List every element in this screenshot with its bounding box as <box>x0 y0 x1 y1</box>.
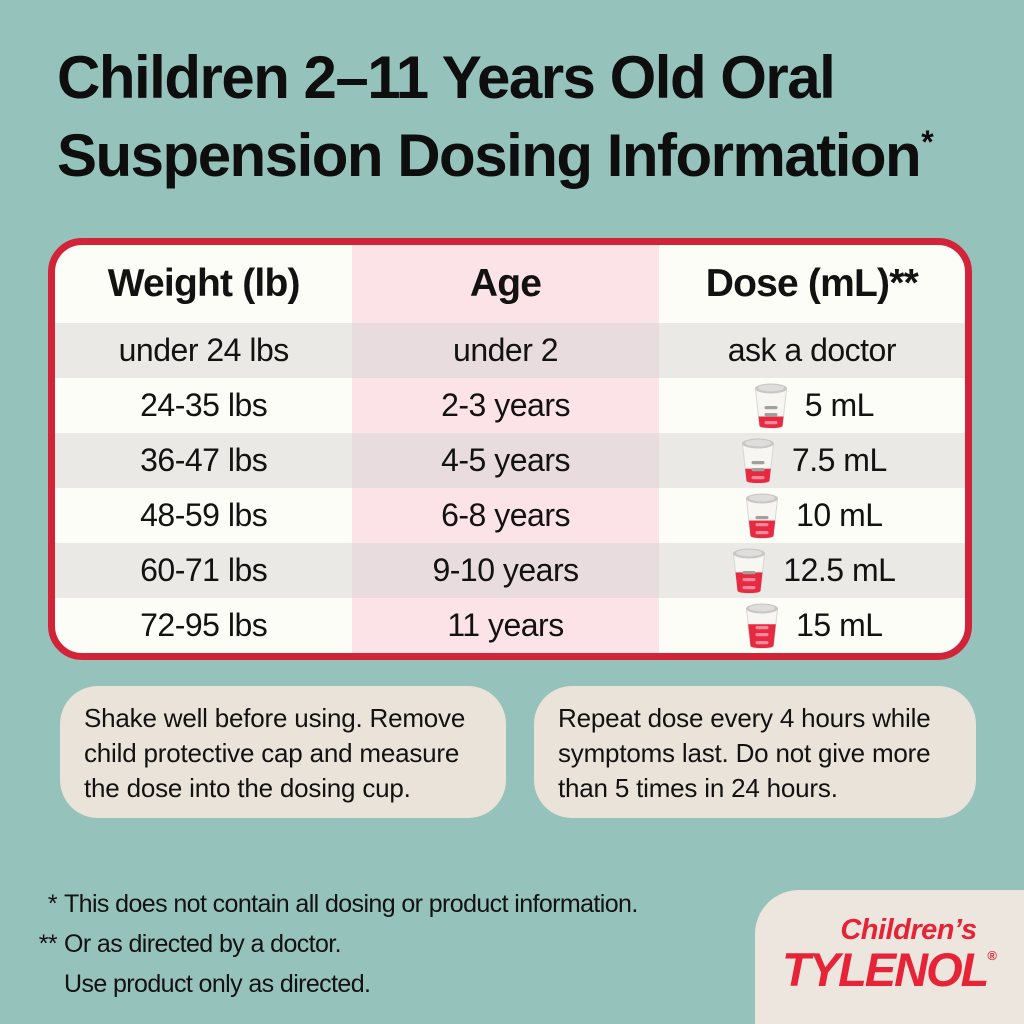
age-cell: under 2 <box>352 323 659 378</box>
age-cell: 9-10 years <box>352 543 659 598</box>
age-cell: 4-5 years <box>352 433 659 488</box>
dosing-cup-icon <box>728 545 770 597</box>
dose-value: ask a doctor <box>727 332 897 368</box>
footnote-text: Use product only as directed. <box>64 970 371 998</box>
footnote-row: * This does not contain all dosing or pr… <box>20 884 720 924</box>
dose-cell: 7.5 mL <box>658 433 965 488</box>
registered-trademark-icon: ® <box>987 948 997 963</box>
info-box-shake: Shake well before using. Remove child pr… <box>60 686 506 818</box>
weight-cell: 24-35 lbs <box>140 387 268 423</box>
logo-tylenol-wordmark: TYLENOL <box>782 943 989 996</box>
weight-cell: 60-71 lbs <box>55 543 353 598</box>
footnote-row: Use product only as directed. <box>20 964 720 1004</box>
logo-childrens-text: Children’s <box>840 914 977 946</box>
table-row: 36-47 lbs 4-5 years 7.5 mL <box>55 433 965 488</box>
dosing-cup-icon <box>737 435 779 487</box>
age-cell: 11 years <box>352 598 659 653</box>
table-row: 60-71 lbs 9-10 years 12.5 mL <box>55 543 965 598</box>
footnote-marker: * <box>47 890 58 918</box>
dose-cell: ask a doctor <box>658 323 965 378</box>
dose-cell: 10 mL <box>659 488 965 543</box>
footnote-marker <box>20 964 64 1004</box>
footnotes: * This does not contain all dosing or pr… <box>20 884 720 1004</box>
page-title: Children 2–11 Years Old Oral Suspension … <box>57 44 997 189</box>
table-body: under 24 lbs under 2 ask a doctor 24-35 lbs… <box>55 323 965 653</box>
table-row: under 24 lbs under 2 ask a doctor <box>55 323 965 378</box>
footnote-text: This does not contain all dosing or prod… <box>64 890 638 918</box>
table-row: 48-59 lbs 6-8 years 10 mL <box>55 488 965 543</box>
weight-cell: 72-95 lbs <box>140 607 268 643</box>
weight-cell: under 24 lbs <box>55 323 353 378</box>
dosing-cup-icon <box>741 490 783 542</box>
title-line1: Children 2–11 Years Old Oral <box>57 44 836 111</box>
col-header-weight: Weight (lb) <box>107 262 301 305</box>
table-row: 24-35 lbs 2-3 years 5 mL <box>55 378 965 433</box>
footnote-text: Or as directed by a doctor. <box>64 930 342 958</box>
col-header-dose: Dose (mL)** <box>705 262 919 305</box>
dose-cell: 15 mL <box>659 598 965 653</box>
weight-cell: 36-47 lbs <box>55 433 353 488</box>
age-cell: 2-3 years <box>352 378 659 433</box>
footnote-row: ** Or as directed by a doctor. <box>20 924 720 964</box>
footnote-marker: ** <box>38 930 58 958</box>
dosing-cup-icon <box>741 600 783 652</box>
dose-value: 15 mL <box>796 607 883 643</box>
logo-tylenol-text: TYLENOL ® <box>782 942 997 997</box>
info-box-repeat-text: Repeat dose every 4 hours while symptoms… <box>558 703 931 803</box>
table-row: 72-95 lbs 11 years 15 mL <box>55 598 965 653</box>
title-line2: Suspension Dosing Information <box>57 122 922 189</box>
dose-cell: 5 mL <box>659 378 965 433</box>
info-box-repeat: Repeat dose every 4 hours while symptoms… <box>534 686 976 818</box>
dose-value: 5 mL <box>804 387 875 423</box>
weight-cell: 48-59 lbs <box>140 497 268 533</box>
age-cell: 6-8 years <box>352 488 659 543</box>
dosing-table: Weight (lb) Age Dose (mL)** under 24 lbs… <box>48 238 972 660</box>
table-header-row: Weight (lb) Age Dose (mL)** <box>55 245 965 323</box>
info-box-shake-text: Shake well before using. Remove child pr… <box>84 703 466 803</box>
dose-value: 7.5 mL <box>791 442 887 478</box>
dose-cell: 12.5 mL <box>658 543 965 598</box>
title-footnote-marker: * <box>921 124 933 160</box>
col-header-age: Age <box>352 245 659 323</box>
tylenol-logo-card: Children’s TYLENOL ® <box>755 890 1024 1024</box>
dosing-cup-icon <box>750 380 792 432</box>
dose-value: 10 mL <box>796 497 883 533</box>
dose-value: 12.5 mL <box>783 552 896 588</box>
